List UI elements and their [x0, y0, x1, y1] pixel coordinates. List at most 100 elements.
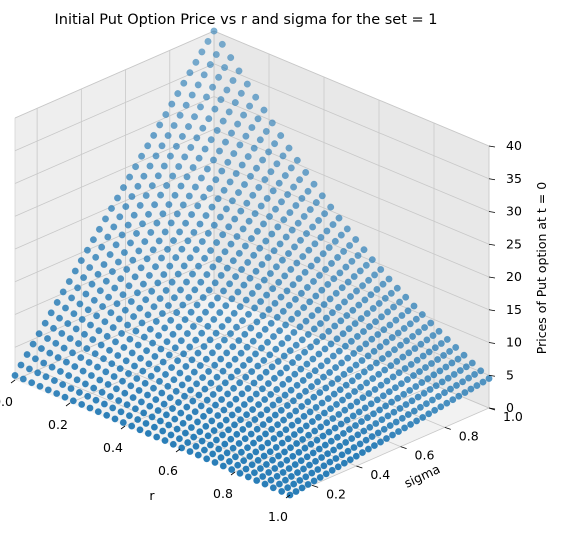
data-point: [209, 390, 217, 398]
data-point: [178, 245, 186, 253]
data-point: [80, 330, 88, 338]
data-point: [328, 466, 336, 474]
data-point: [295, 448, 303, 456]
data-point: [265, 148, 273, 156]
data-point: [182, 101, 190, 109]
data-point: [413, 417, 421, 425]
data-point: [266, 351, 274, 359]
data-point: [307, 440, 315, 448]
data-point: [384, 412, 392, 420]
data-point: [95, 327, 103, 335]
data-point: [170, 376, 178, 384]
data-point: [130, 362, 138, 370]
data-point: [316, 389, 324, 397]
data-point: [221, 248, 229, 256]
data-point: [203, 455, 211, 463]
data-point: [310, 325, 318, 333]
data-point: [434, 356, 442, 364]
data-point: [230, 384, 238, 392]
data-point: [426, 386, 434, 394]
tick-mark: [488, 243, 496, 246]
data-point: [362, 340, 370, 348]
data-point: [324, 395, 332, 403]
data-point: [179, 419, 187, 427]
data-point: [224, 158, 232, 166]
data-point: [201, 308, 209, 316]
data-point: [102, 368, 110, 376]
data-point: [325, 428, 333, 436]
data-point: [269, 401, 277, 409]
data-point: [320, 409, 328, 417]
x-tick-label: 0.4: [103, 440, 123, 455]
data-point: [190, 433, 198, 441]
data-point: [151, 263, 159, 271]
data-point: [188, 210, 196, 218]
data-point: [444, 374, 452, 382]
data-point: [176, 228, 184, 236]
data-point: [462, 363, 470, 371]
data-point: [271, 411, 279, 419]
data-point: [331, 424, 339, 432]
data-point: [112, 241, 120, 249]
data-point: [128, 192, 136, 200]
data-point: [35, 330, 43, 338]
data-point: [101, 215, 109, 223]
data-point: [305, 246, 313, 254]
data-point: [213, 294, 221, 302]
data-point: [408, 397, 416, 405]
data-point: [214, 342, 222, 350]
data-point: [374, 429, 382, 437]
data-point: [378, 416, 386, 424]
data-point: [68, 349, 76, 357]
data-point: [46, 349, 54, 357]
data-point: [169, 330, 177, 338]
data-point: [100, 400, 108, 408]
data-point: [110, 373, 118, 381]
data-point: [471, 370, 479, 378]
data-point: [367, 400, 375, 408]
data-point: [267, 390, 275, 398]
data-point: [429, 332, 437, 340]
data-point: [69, 397, 77, 405]
data-point: [152, 152, 160, 160]
data-point: [272, 443, 280, 451]
data-point: [409, 332, 417, 340]
data-point: [81, 380, 89, 388]
data-point: [68, 294, 76, 302]
data-point: [37, 345, 45, 353]
data-point: [210, 315, 218, 323]
data-point: [318, 286, 326, 294]
data-point: [122, 203, 130, 211]
data-point: [211, 361, 219, 369]
data-point: [419, 413, 427, 421]
data-point: [192, 336, 200, 344]
data-point: [317, 233, 325, 241]
data-point: [108, 268, 116, 276]
data-point: [103, 411, 111, 419]
data-point: [101, 318, 109, 326]
data-point: [272, 263, 280, 271]
data-point: [111, 284, 119, 292]
data-point: [154, 172, 162, 180]
data-point: [302, 422, 310, 430]
data-point: [161, 370, 169, 378]
data-point: [76, 300, 84, 308]
data-point: [242, 373, 250, 381]
data-point: [370, 410, 378, 418]
data-point: [244, 473, 252, 481]
data-point: [237, 207, 245, 215]
data-point: [298, 336, 306, 344]
data-point: [287, 444, 295, 452]
data-point: [207, 379, 215, 387]
data-point: [199, 412, 207, 420]
data-point: [344, 447, 352, 455]
data-point: [208, 417, 216, 425]
data-point: [385, 350, 393, 358]
data-point: [184, 237, 192, 245]
data-point: [218, 431, 226, 439]
data-point: [234, 120, 242, 128]
tick-mark: [488, 211, 496, 213]
data-point: [165, 421, 173, 429]
data-point: [84, 306, 92, 314]
data-point: [348, 377, 356, 385]
